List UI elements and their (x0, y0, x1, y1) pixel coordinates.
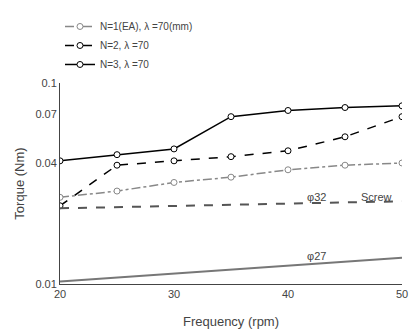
svg-text:φ27: φ27 (307, 250, 326, 262)
svg-text:Torque (Nm): Torque (Nm) (12, 147, 27, 219)
svg-text:Frequency (rpm): Frequency (rpm) (183, 314, 279, 329)
svg-text:20: 20 (54, 288, 66, 300)
svg-text:N=1(EA), λ =70(mm): N=1(EA), λ =70(mm) (100, 21, 192, 32)
svg-text:0.01: 0.01 (35, 278, 56, 290)
svg-text:N=2, λ =70: N=2, λ =70 (100, 40, 149, 51)
svg-text:0.07: 0.07 (35, 108, 56, 120)
svg-text:N=3, λ =70: N=3, λ =70 (100, 59, 149, 70)
svg-text:50: 50 (396, 288, 408, 300)
svg-text:30: 30 (168, 288, 180, 300)
svg-text:0.1: 0.1 (42, 77, 57, 89)
svg-text:φ32: φ32 (307, 191, 326, 203)
svg-text:0.04: 0.04 (35, 157, 56, 169)
svg-text:40: 40 (282, 288, 294, 300)
svg-text:Screw: Screw (361, 191, 392, 203)
